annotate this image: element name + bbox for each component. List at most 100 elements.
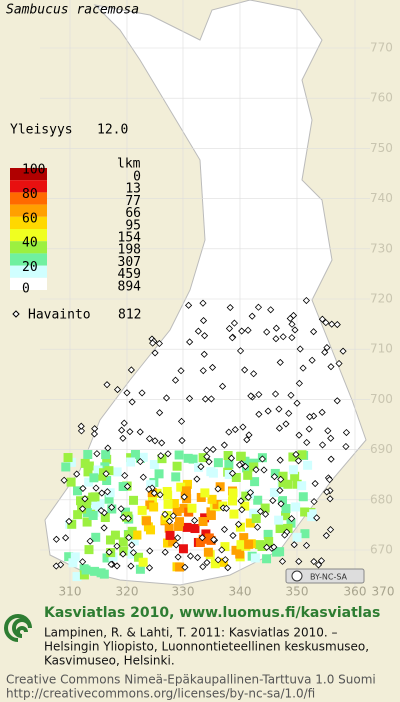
- heat-cell: [105, 535, 115, 545]
- heat-cell: [250, 477, 260, 487]
- observation-dot: [78, 505, 87, 513]
- observation-dot: [201, 395, 209, 403]
- logo: [4, 614, 32, 642]
- heat-cell: [198, 517, 208, 527]
- heat-cell: [231, 472, 241, 482]
- observation-dot: [113, 562, 121, 570]
- observation-dot: [288, 334, 296, 342]
- observation-dot: [272, 335, 280, 343]
- y-axis-label: 690: [370, 442, 393, 456]
- heat-cell: [208, 468, 218, 478]
- observation-dot: [186, 338, 194, 346]
- observation-dot: [199, 299, 207, 307]
- heat-cell: [82, 517, 92, 527]
- observation-dot: [305, 425, 313, 433]
- legend-count: 307: [118, 255, 141, 270]
- heat-cell: [269, 487, 279, 497]
- observation-dot: [275, 405, 283, 413]
- heat-cell: [164, 523, 174, 533]
- observation-dot: [241, 366, 249, 374]
- observation-dot: [272, 324, 280, 332]
- observation-dot: [155, 339, 163, 348]
- observation-dot: [149, 339, 157, 347]
- heat-cell: [105, 488, 115, 498]
- heat-cell: [147, 495, 157, 505]
- heat-cell: [73, 486, 83, 496]
- observation-dot: [239, 423, 247, 431]
- license-line: Creative Commons Nimeä-Epäkaupallinen-Ta…: [6, 673, 376, 687]
- x-axis-label: 330: [172, 585, 195, 599]
- heat-cell: [132, 530, 142, 540]
- observation-dot: [113, 542, 121, 550]
- heat-cell: [163, 538, 173, 548]
- observation-dot: [97, 506, 105, 515]
- observation-dot: [178, 436, 186, 445]
- observation-dot: [253, 523, 262, 531]
- legend-count: 459: [118, 267, 141, 282]
- observation-dot: [123, 482, 132, 491]
- observation-dot: [322, 319, 330, 327]
- observation-dot: [177, 367, 185, 375]
- x-axis-label: 370: [372, 585, 395, 599]
- observation-dot: [250, 370, 258, 378]
- heat-cell: [61, 462, 71, 472]
- cc-badge: [285, 568, 365, 584]
- heat-cell: [138, 452, 148, 462]
- x-axis-label: 360: [344, 585, 367, 599]
- heat-cell: [190, 524, 200, 534]
- observation-dot: [342, 442, 350, 451]
- observation-dot: [231, 426, 239, 434]
- y-axis-label: 680: [370, 492, 393, 506]
- observation-dot: [157, 452, 165, 460]
- observation-dot: [254, 303, 263, 311]
- heat-cell: [250, 553, 260, 563]
- heat-cell: [110, 530, 120, 540]
- heat-cell: [129, 495, 139, 505]
- legend-swatch: [10, 204, 47, 217]
- observation-dot: [60, 476, 68, 484]
- observation-dot: [65, 517, 73, 526]
- heat-cell: [183, 453, 193, 463]
- observation-dot: [296, 345, 304, 353]
- observation-dot: [119, 550, 127, 558]
- heat-cell: [300, 529, 310, 539]
- heat-cell: [281, 504, 291, 514]
- heat-cell: [82, 508, 92, 518]
- observation-label: Havainto: [28, 308, 91, 323]
- observation-dot: [292, 450, 300, 459]
- observation-dot: [241, 462, 250, 471]
- observation-dot: [310, 557, 318, 566]
- observation-dot: [165, 517, 174, 525]
- observation-dot: [234, 520, 243, 528]
- heat-cell: [63, 453, 73, 463]
- species-title: Sambucus racemosa: [6, 3, 139, 18]
- observation-dot: [103, 488, 111, 496]
- observation-dot: [237, 497, 245, 505]
- observation-dot: [207, 395, 215, 403]
- observation-count: 812: [118, 308, 141, 323]
- heat-cell: [86, 502, 96, 512]
- heat-cell: [126, 457, 136, 467]
- observation-dot: [181, 563, 189, 571]
- heat-cell: [89, 473, 99, 483]
- heat-cell: [129, 536, 139, 546]
- observation-dot: [299, 364, 307, 372]
- observation-dot: [227, 454, 236, 462]
- observation-dot: [310, 498, 318, 506]
- observation-dot: [252, 466, 260, 474]
- legend-percent: 20: [22, 260, 38, 275]
- observation-dot: [208, 363, 217, 371]
- observation-dot: [225, 428, 233, 436]
- observation-dot: [222, 504, 230, 512]
- observation-dot: [244, 493, 252, 501]
- observation-dot: [145, 485, 153, 493]
- citation-line: Kasvimuseo, Helsinki.: [44, 654, 175, 668]
- heat-cell: [171, 472, 181, 482]
- heat-cell: [236, 540, 246, 550]
- legend-swatch: [10, 229, 47, 242]
- heat-cell: [168, 537, 178, 547]
- legend-percent: 60: [22, 211, 38, 226]
- legend-count: 13: [125, 182, 141, 197]
- observation-dot: [243, 436, 251, 444]
